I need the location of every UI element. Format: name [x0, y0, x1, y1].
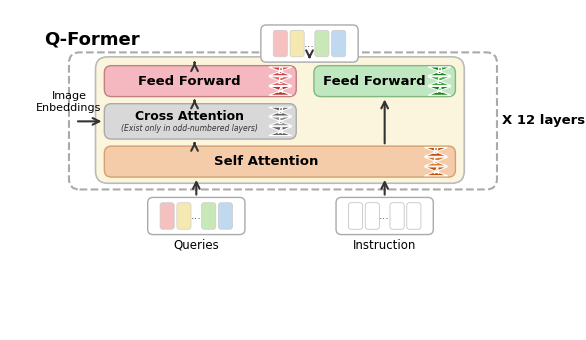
Polygon shape [424, 167, 448, 171]
FancyBboxPatch shape [148, 198, 245, 235]
Polygon shape [269, 107, 292, 112]
Polygon shape [424, 162, 448, 166]
Polygon shape [269, 77, 292, 81]
Text: A: A [437, 86, 442, 95]
Text: Q-Former: Q-Former [44, 30, 140, 48]
FancyBboxPatch shape [160, 203, 174, 229]
Polygon shape [269, 91, 292, 95]
Text: B: B [433, 147, 439, 156]
Polygon shape [424, 171, 448, 176]
Text: (Exist only in odd-numbered layers): (Exist only in odd-numbered layers) [121, 124, 258, 133]
Text: E: E [437, 76, 442, 86]
Polygon shape [428, 86, 451, 91]
Text: ...: ... [379, 211, 390, 221]
Text: Feed Forward: Feed Forward [323, 74, 425, 88]
Text: E: E [278, 117, 283, 126]
FancyBboxPatch shape [96, 57, 464, 183]
Text: ...: ... [191, 211, 202, 221]
FancyBboxPatch shape [219, 203, 233, 229]
Polygon shape [424, 148, 448, 152]
Text: A: A [433, 167, 439, 176]
FancyBboxPatch shape [407, 203, 421, 229]
Text: B: B [277, 107, 283, 116]
Polygon shape [428, 77, 451, 81]
FancyBboxPatch shape [332, 30, 346, 57]
Polygon shape [269, 117, 292, 121]
FancyBboxPatch shape [314, 66, 455, 97]
FancyBboxPatch shape [104, 104, 297, 139]
Polygon shape [269, 67, 292, 71]
FancyBboxPatch shape [290, 30, 304, 57]
FancyBboxPatch shape [104, 66, 297, 97]
Text: B: B [277, 67, 283, 76]
Polygon shape [269, 131, 292, 136]
FancyBboxPatch shape [315, 30, 329, 57]
Polygon shape [269, 81, 292, 86]
Text: A: A [277, 126, 283, 136]
FancyBboxPatch shape [390, 203, 404, 229]
Polygon shape [269, 127, 292, 131]
FancyBboxPatch shape [365, 203, 379, 229]
Text: E: E [433, 157, 438, 166]
Text: X 12 layers: X 12 layers [502, 114, 585, 126]
Polygon shape [269, 112, 292, 116]
Text: A: A [277, 86, 283, 95]
Text: ...: ... [304, 38, 315, 49]
Polygon shape [428, 67, 451, 71]
Text: E: E [278, 76, 283, 86]
Polygon shape [424, 152, 448, 156]
FancyBboxPatch shape [261, 25, 358, 62]
Text: Instruction: Instruction [353, 239, 417, 252]
FancyBboxPatch shape [177, 203, 191, 229]
Polygon shape [428, 71, 451, 76]
Polygon shape [269, 121, 292, 126]
Text: Cross Attention: Cross Attention [135, 110, 244, 123]
FancyBboxPatch shape [104, 146, 455, 177]
FancyBboxPatch shape [273, 30, 287, 57]
Polygon shape [269, 71, 292, 76]
Text: Self Attention: Self Attention [214, 155, 319, 168]
Polygon shape [424, 157, 448, 162]
FancyBboxPatch shape [336, 198, 433, 235]
Polygon shape [428, 81, 451, 86]
FancyBboxPatch shape [349, 203, 363, 229]
Text: Image
Enbeddings: Image Enbeddings [36, 91, 101, 113]
Polygon shape [269, 86, 292, 91]
Text: Queries: Queries [173, 239, 219, 252]
Text: Feed Forward: Feed Forward [138, 74, 241, 88]
Text: B: B [437, 67, 442, 76]
FancyBboxPatch shape [202, 203, 216, 229]
Polygon shape [428, 91, 451, 95]
